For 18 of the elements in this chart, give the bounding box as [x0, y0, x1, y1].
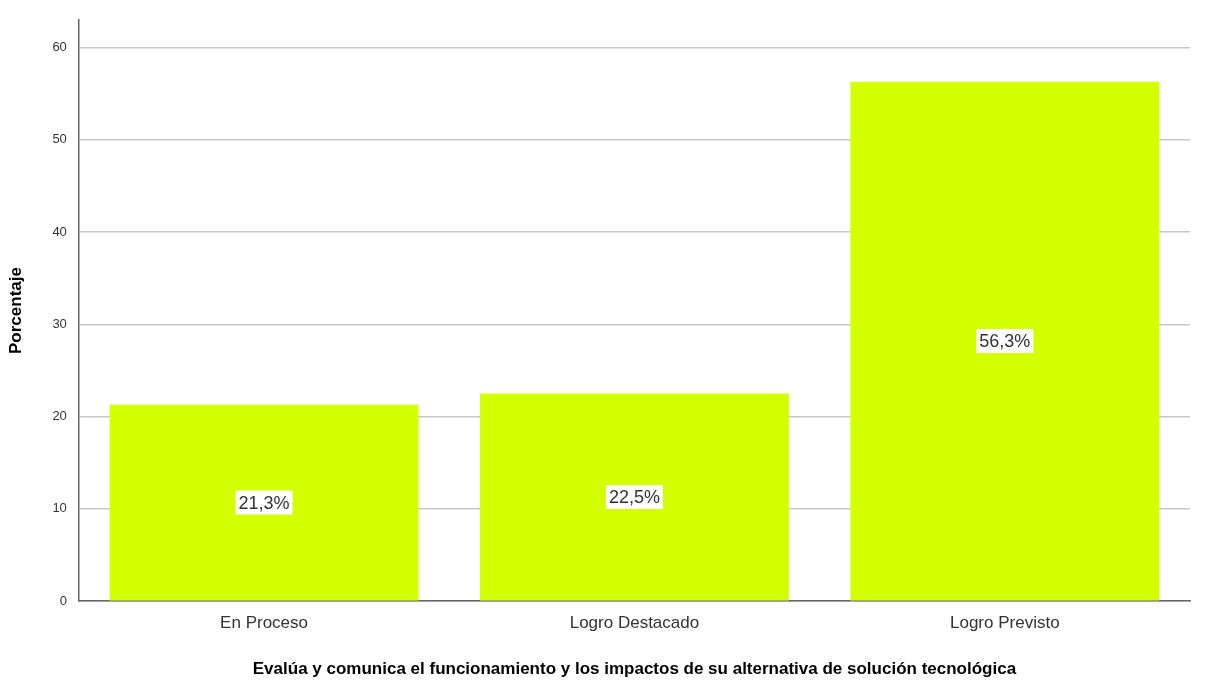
bar [479, 393, 789, 601]
y-tick-label: 0 [59, 592, 67, 608]
y-axis-title: Porcentaje [5, 267, 25, 354]
y-tick-label: 50 [52, 131, 67, 147]
data-label: 56,3% [979, 331, 1031, 352]
y-tick-label: 60 [52, 39, 67, 55]
y-tick-label: 10 [52, 500, 67, 516]
x-tick-label: En Proceso [220, 613, 308, 633]
y-tick-label: 40 [52, 223, 67, 239]
x-tick-label: Logro Destacado [569, 613, 700, 633]
data-label: 21,3% [238, 492, 290, 513]
x-axis-title: Evalúa y comunica el funcionamiento y los impactos de su alternativa de solución tecnológica [252, 659, 1017, 679]
y-tick-label: 30 [52, 315, 67, 331]
data-label: 22,5% [608, 486, 660, 507]
x-tick-label: Logro Previsto [950, 613, 1060, 633]
bar [850, 81, 1160, 601]
bar [109, 404, 419, 601]
y-tick-label: 20 [52, 408, 67, 424]
